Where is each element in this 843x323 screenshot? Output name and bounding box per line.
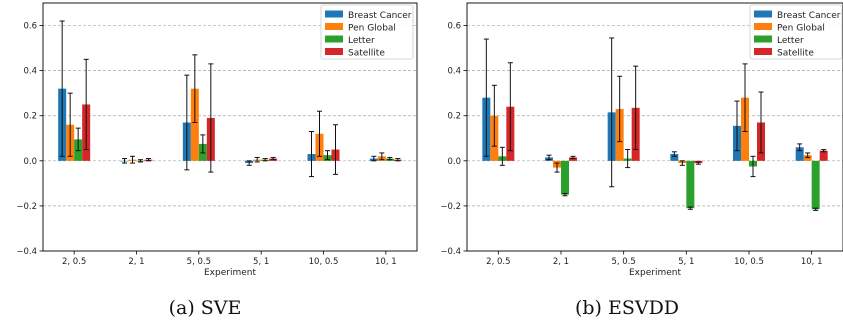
x-tick-label: 2, 0.5 bbox=[486, 257, 510, 267]
x-tick-label: 5, 1 bbox=[678, 257, 694, 267]
y-tick-label: 0.6 bbox=[447, 22, 461, 32]
legend-label: Pen Global bbox=[777, 24, 825, 34]
y-tick-label: 0.4 bbox=[447, 67, 461, 77]
bar-satellite bbox=[569, 157, 577, 161]
legend-swatch-breast-cancer bbox=[754, 10, 772, 18]
y-tick-label: 0.6 bbox=[23, 22, 37, 32]
legend-box bbox=[320, 4, 414, 60]
panel-esvdd: −0.4 −0.2 0.0 0.2 0.4 0.6 2, 0.5 2, 1 5, 0.5 5, 1… bbox=[440, 2, 843, 319]
legend-label: Breast Cancer bbox=[348, 11, 412, 21]
legend-swatch-pen-global bbox=[325, 23, 343, 30]
x-tick-label: 2, 0.5 bbox=[62, 257, 86, 267]
x-tick-label: 10, 1 bbox=[801, 257, 823, 267]
bar-letter bbox=[686, 160, 695, 209]
legend-swatch-breast-cancer bbox=[325, 10, 343, 18]
y-tick-label: −0.4 bbox=[16, 247, 37, 257]
x-tick-label: 5, 0.5 bbox=[611, 257, 635, 267]
y-tick-label: 0.0 bbox=[23, 157, 37, 167]
legend-box bbox=[749, 4, 843, 60]
x-axis-label: Experiment bbox=[629, 268, 681, 278]
y-tick-label: −0.2 bbox=[16, 202, 37, 212]
x-axis-label: Experiment bbox=[204, 268, 256, 278]
bar-pen-global bbox=[190, 88, 199, 161]
legend-label: Satellite bbox=[777, 49, 814, 59]
legend-label: Letter bbox=[348, 36, 375, 46]
legend-label: Pen Global bbox=[348, 24, 396, 34]
axes-frame bbox=[466, 2, 843, 252]
legend-swatch-letter bbox=[754, 35, 772, 43]
legend-swatch-satellite bbox=[325, 48, 343, 55]
legend-swatch-pen-global bbox=[754, 23, 772, 30]
x-tick-label: 2, 1 bbox=[553, 257, 569, 267]
bar-letter bbox=[811, 160, 820, 210]
y-tick-label: 0.0 bbox=[447, 157, 461, 167]
bar-pen-global bbox=[803, 155, 812, 161]
caption: (a) SVE bbox=[169, 297, 242, 319]
y-tick-label: 0.2 bbox=[23, 112, 37, 122]
legend: Breast Cancer Pen Global Letter Satellite bbox=[320, 4, 414, 60]
x-tick-label: 5, 0.5 bbox=[187, 257, 211, 267]
legend-label: Breast Cancer bbox=[777, 11, 841, 21]
y-tick-label: −0.4 bbox=[440, 247, 461, 257]
bar-satellite bbox=[819, 150, 828, 161]
legend-swatch-satellite bbox=[754, 48, 772, 55]
panel-sve: −0.4 −0.2 0.0 0.2 0.4 0.6 2, 0.5 2, 1 5, 0.5 5, 1… bbox=[16, 2, 418, 319]
bar-letter bbox=[561, 160, 569, 195]
legend-swatch-letter bbox=[325, 35, 343, 43]
x-tick-label: 10, 0.5 bbox=[309, 257, 339, 267]
x-tick-label: 10, 1 bbox=[375, 257, 397, 267]
bar-breast-cancer bbox=[795, 147, 804, 161]
y-tick-label: −0.2 bbox=[440, 202, 461, 212]
legend: Breast Cancer Pen Global Letter Satellite bbox=[749, 4, 843, 60]
x-tick-label: 10, 0.5 bbox=[734, 257, 764, 267]
y-tick-label: 0.2 bbox=[447, 112, 461, 122]
y-tick-label: 0.4 bbox=[23, 67, 37, 77]
bar-breast-cancer bbox=[670, 154, 679, 161]
caption: (b) ESVDD bbox=[575, 297, 679, 319]
x-tick-label: 5, 1 bbox=[253, 257, 269, 267]
legend-label: Letter bbox=[777, 36, 804, 46]
x-tick-label: 2, 1 bbox=[128, 257, 144, 267]
legend-label: Satellite bbox=[348, 49, 385, 59]
axes-frame bbox=[42, 2, 418, 252]
